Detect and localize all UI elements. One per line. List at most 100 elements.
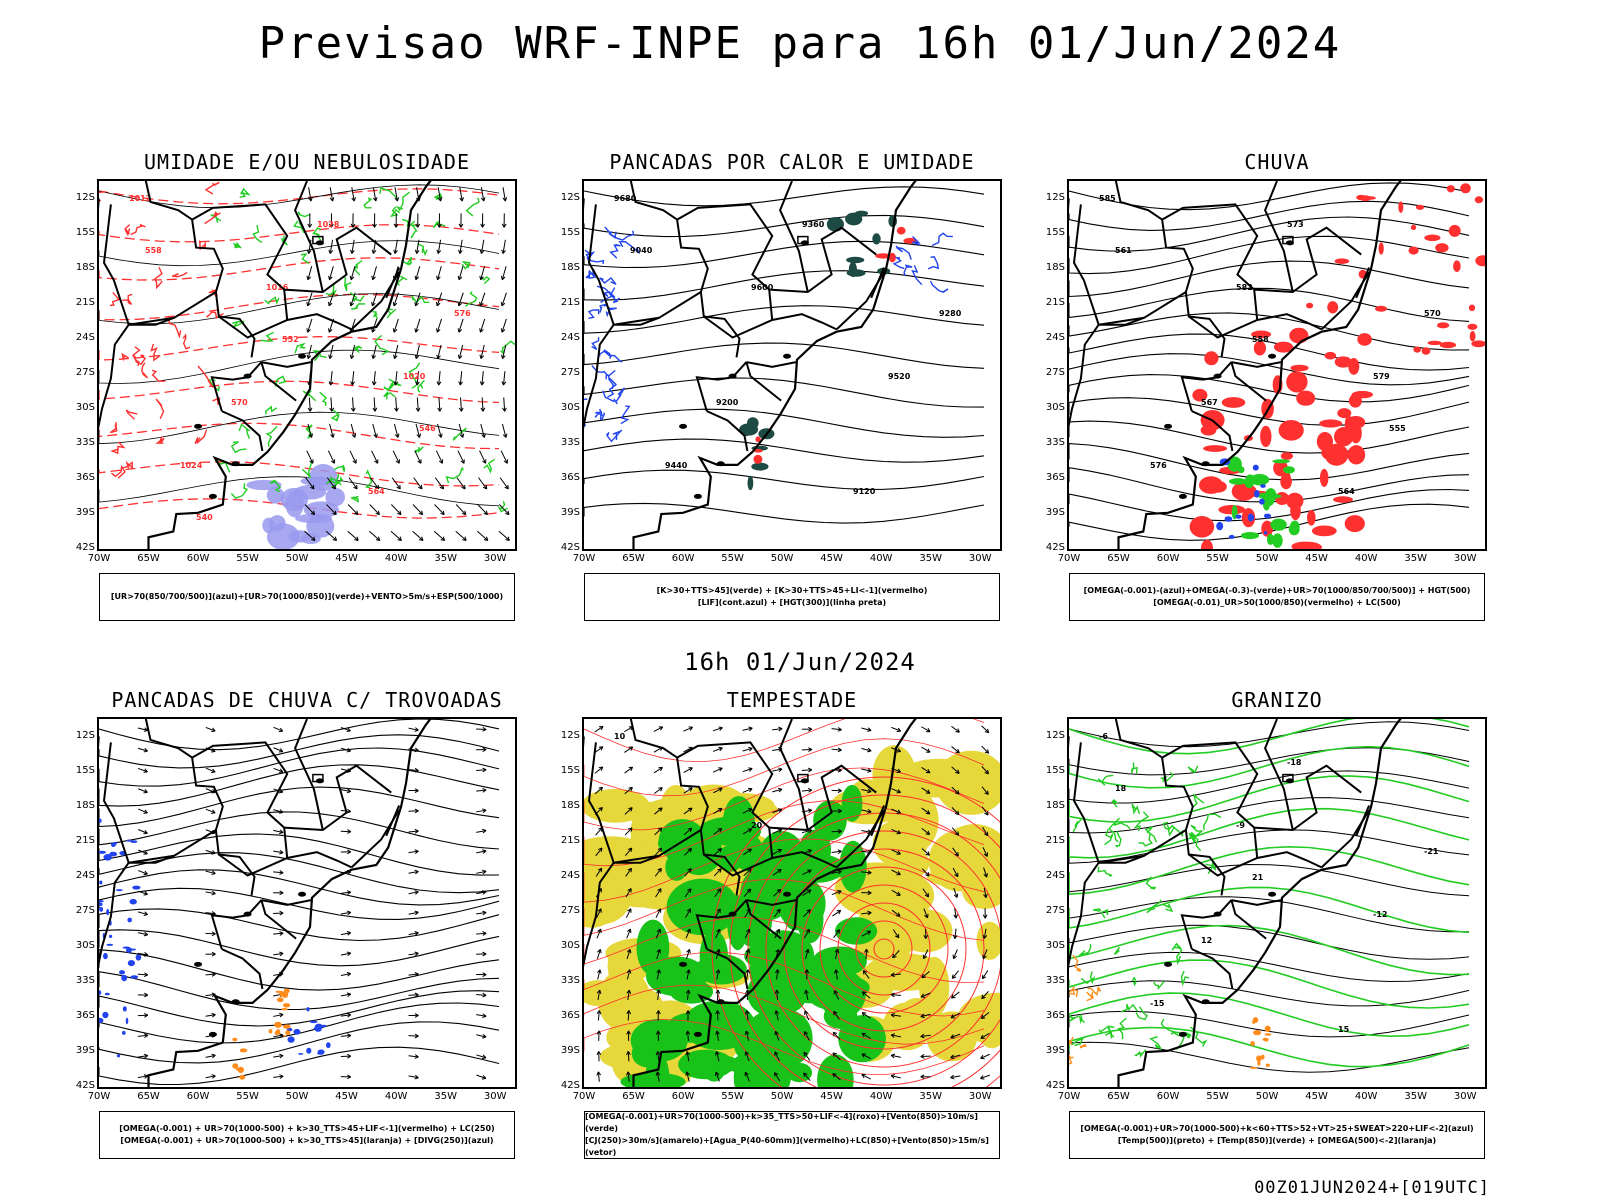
wind-arrow-shaft (772, 828, 782, 834)
wind-arrow-shaft (831, 870, 842, 874)
wind-vector (685, 1030, 691, 1041)
wind-arrow-head (458, 407, 464, 412)
omega500-area (1253, 1030, 1262, 1036)
wind-arrow-head (437, 407, 442, 412)
wind-vector (801, 747, 813, 752)
wind-arrow-head (143, 727, 149, 732)
panel-legend: [OMEGA(-0.001)+UR>70(1000-500)+k>35_TTS>… (584, 1111, 1000, 1159)
wind-arrow-head (890, 972, 895, 978)
wind-arrow-shaft (498, 504, 510, 515)
wind-arrow-head (598, 847, 603, 852)
wind-arrow-head (458, 381, 463, 386)
wind-arrow-head (715, 1010, 720, 1015)
instability-area (875, 253, 892, 259)
wind-vector (953, 908, 958, 919)
wind-arrow-shaft (921, 787, 931, 794)
state-border (1072, 742, 1187, 864)
wind-vector (327, 450, 336, 464)
wind-vector (715, 1051, 720, 1062)
state-border (746, 899, 797, 906)
wind-arrow-shaft (328, 292, 335, 307)
rain-area (1378, 242, 1384, 255)
wind-arrow-head (686, 908, 691, 913)
streamline-arrow (137, 992, 149, 998)
longitude-label: 70W (572, 1091, 596, 1102)
wind-arrow-head (657, 847, 663, 853)
omega500-area (1250, 1066, 1257, 1069)
streamline-850 (729, 794, 1000, 1087)
low-humidity-contour (329, 479, 341, 489)
wind-arrow-head (349, 301, 355, 307)
thickness-contour-detail (182, 333, 191, 350)
streamline-arrow (408, 890, 419, 895)
contour-label: 18 (1115, 784, 1127, 793)
wind-arrow-shaft (476, 870, 487, 874)
wind-vector (435, 292, 443, 307)
federal-district (1282, 773, 1294, 783)
wind-arrow-shaft (805, 990, 809, 1000)
wind-vector (803, 909, 811, 918)
wind-arrow-head (414, 1013, 419, 1018)
geopotential-contour (584, 502, 985, 524)
wind-arrow-head (279, 910, 284, 916)
wind-arrow-head (438, 459, 444, 464)
wind-vector (715, 969, 721, 980)
wind-arrow-shaft (415, 318, 421, 333)
wind-arrow-head (864, 948, 869, 953)
wind-vector (891, 726, 902, 733)
heat-humidity-area (739, 423, 759, 436)
wind-arrow-head (950, 1054, 955, 1060)
wind-arrow-shaft (802, 889, 812, 897)
rain-area-intense (1228, 478, 1248, 485)
longitude-label: 50W (285, 1091, 309, 1102)
longitude-label: 60W (671, 1091, 695, 1102)
divergence-area (125, 1017, 129, 1025)
lake (679, 961, 688, 967)
wind-arrow-shaft (351, 187, 355, 202)
wind-arrow-shaft (502, 371, 506, 386)
temp850-contour-detail (1097, 866, 1113, 877)
wind-vector (393, 423, 400, 438)
wind-vector (982, 928, 988, 939)
wind-arrow-shaft (480, 423, 485, 438)
low-humidity-contour (353, 345, 363, 354)
wind-arrow-head (688, 726, 693, 731)
streamline-arrow (408, 910, 419, 916)
state-border (706, 948, 749, 990)
wind-vector (920, 1033, 931, 1039)
wind-arrow-head (143, 1053, 149, 1059)
wind-arrow-head (482, 484, 488, 490)
wind-arrow-shaft (415, 292, 421, 307)
wind-arrow-head (867, 727, 872, 732)
wind-arrow-head (983, 893, 988, 899)
state-border (587, 742, 702, 864)
wind-arrow-head (626, 1071, 631, 1076)
wind-vector (714, 908, 721, 918)
wind-vector (347, 504, 359, 516)
temp850-contour-detail (1192, 793, 1205, 808)
wind-850-area (813, 974, 870, 1001)
wind-arrow-shaft (205, 891, 216, 895)
wind-arrow-head (867, 809, 872, 814)
wind-arrow-head (457, 328, 463, 333)
wind-arrow-head (414, 869, 419, 875)
wind-arrow-head (657, 888, 662, 893)
wind-arrow-shaft (983, 887, 987, 898)
lifted-index-contour (609, 287, 620, 304)
wind-arrow-shaft (804, 1010, 810, 1021)
federal-district (797, 235, 809, 245)
wind-arrow-shaft (476, 1014, 487, 1017)
wind-arrow-head (687, 868, 692, 873)
wind-vector (459, 187, 464, 202)
latitude-label: 12S (75, 729, 95, 741)
wind-arrow-head (922, 954, 928, 960)
wind-arrow-head (482, 910, 487, 916)
wind-arrow-shaft (394, 239, 398, 254)
humidity-area (266, 523, 300, 549)
low-humidity-contour (417, 243, 428, 257)
wind-arrow-shaft (624, 827, 633, 836)
wind-arrow-shaft (713, 848, 722, 856)
temp850-contour-detail (1153, 980, 1165, 990)
wind-arrow-shaft (330, 397, 333, 412)
wind-vector (653, 787, 663, 794)
